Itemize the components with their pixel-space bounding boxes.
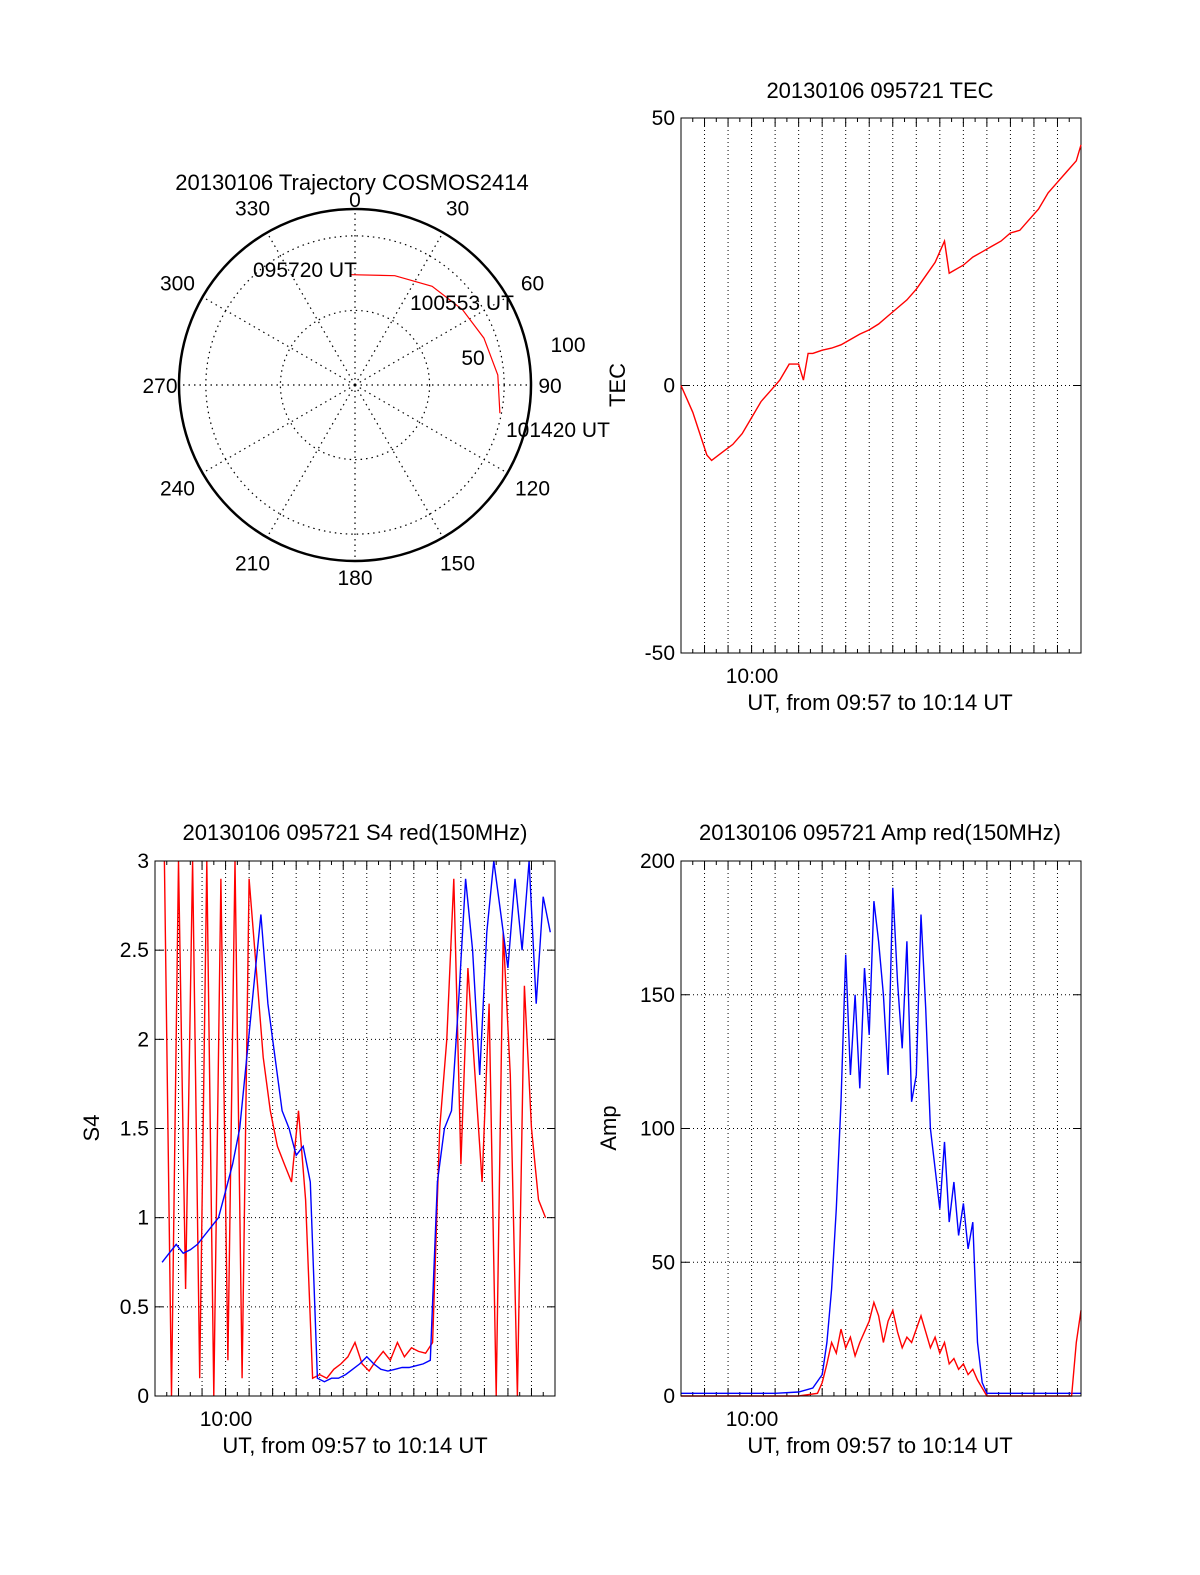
amp-chart: 20130106 095721 Amp red(150MHz) 0 50 100 15… [596,820,1082,1458]
polar-track-annotations: 095720 UT 100553 UT 101420 UT [253,259,610,442]
y-tick-label: 1 [137,1207,149,1230]
s4-x-axis-label: UT, from 09:57 to 10:14 UT [222,1433,487,1458]
amp-x-tick-label: 10:00 [726,1408,779,1431]
amp-plot-frame [680,860,1082,1397]
amp-y-axis-label: Amp [596,1105,621,1150]
s4-plot-frame [154,860,556,1397]
polar-track-annotation: 101420 UT [506,419,610,442]
series-line-0 [163,860,547,1397]
y-tick-label: -50 [645,642,675,665]
amp-grid [680,860,1082,1397]
satellite-track-line [351,274,501,414]
polar-spoke-150 [354,384,444,538]
polar-azimuth-labels: 0 30 60 90 120 150 180 210 240 270 300 330 [142,189,561,590]
y-tick-label: 50 [652,107,675,130]
y-tick-label: 150 [640,984,675,1007]
s4-chart-title: 20130106 095721 S4 red(150MHz) [183,820,528,845]
polar-grid [179,209,531,561]
tec-y-tick-labels: 50 0 -50 [645,107,675,665]
series-line-1 [681,1299,1082,1397]
polar-azimuth-label: 180 [337,567,372,590]
y-tick-label: 0.5 [120,1296,149,1319]
series-line-1 [161,860,551,1383]
polar-azimuth-label: 210 [235,553,270,576]
polar-chart-title: 20130106 Trajectory COSMOS2414 [175,170,528,195]
s4-chart: 20130106 095721 S4 red(150MHz) 0 0.5 1 1.5 2… [79,820,556,1458]
y-tick-label: 1.5 [120,1118,149,1141]
s4-x-tick-label: 10:00 [200,1408,253,1431]
tec-chart-title: 20130106 095721 TEC [766,78,993,103]
polar-azimuth-label: 270 [142,375,177,398]
amp-x-axis-label: UT, from 09:57 to 10:14 UT [747,1433,1012,1458]
polar-ring-labels: 50 100 [461,334,585,370]
tec-grid [680,117,1082,654]
tec-x-axis-label: UT, from 09:57 to 10:14 UT [747,690,1012,715]
polar-ring-label: 100 [550,334,585,357]
polar-spoke-330 [266,232,356,386]
polar-azimuth-label: 240 [160,478,195,501]
y-tick-label: 0 [663,375,675,398]
amp-chart-title: 20130106 095721 Amp red(150MHz) [699,820,1061,845]
tec-y-axis-label: TEC [605,363,630,407]
polar-spoke-300 [202,296,356,386]
polar-azimuth-label: 90 [538,375,561,398]
y-tick-label: 100 [640,1118,675,1141]
amp-series [681,887,1082,1397]
polar-spoke-60 [354,296,508,386]
tec-x-tick-label: 10:00 [726,665,779,688]
polar-azimuth-label: 330 [235,197,270,220]
y-tick-label: 50 [652,1251,675,1274]
s4-y-axis-label: S4 [79,1115,104,1142]
y-tick-label: 2.5 [120,939,149,962]
y-tick-label: 2 [137,1028,149,1051]
tec-series [680,144,1082,462]
polar-spoke-210 [266,384,356,538]
polar-azimuth-label: 60 [521,273,544,296]
polar-azimuth-label: 120 [515,478,550,501]
polar-track-annotation: 095720 UT [253,259,357,282]
polar-azimuth-label: 300 [160,273,195,296]
polar-spoke-120 [354,384,508,474]
y-tick-label: 0 [663,1385,675,1408]
amp-y-tick-labels: 0 50 100 150 200 [640,850,675,1408]
polar-outer-circle [177,207,533,563]
polar-track-annotation: 100553 UT [410,292,514,315]
polar-trajectory-chart: 20130106 Trajectory COSMOS2414 0 30 60 90 12… [142,170,610,590]
polar-ring-label: 50 [461,347,484,370]
polar-azimuth-label: 30 [446,197,469,220]
polar-azimuth-label: 150 [440,553,475,576]
y-tick-label: 3 [137,850,149,873]
y-tick-label: 200 [640,850,675,873]
polar-ring-50 [279,309,431,461]
tec-chart: 20130106 095721 TEC 50 0 -50 10:00 UT, fro… [605,78,1082,715]
series-line-0 [681,887,1081,1394]
polar-spoke-30 [354,232,444,386]
polar-azimuth-label: 0 [349,189,361,212]
series-line-0 [680,144,1082,462]
s4-y-tick-labels: 0 0.5 1 1.5 2 2.5 3 [120,850,149,1408]
s4-series [161,860,551,1397]
y-tick-label: 0 [137,1385,149,1408]
polar-spoke-240 [202,384,356,474]
